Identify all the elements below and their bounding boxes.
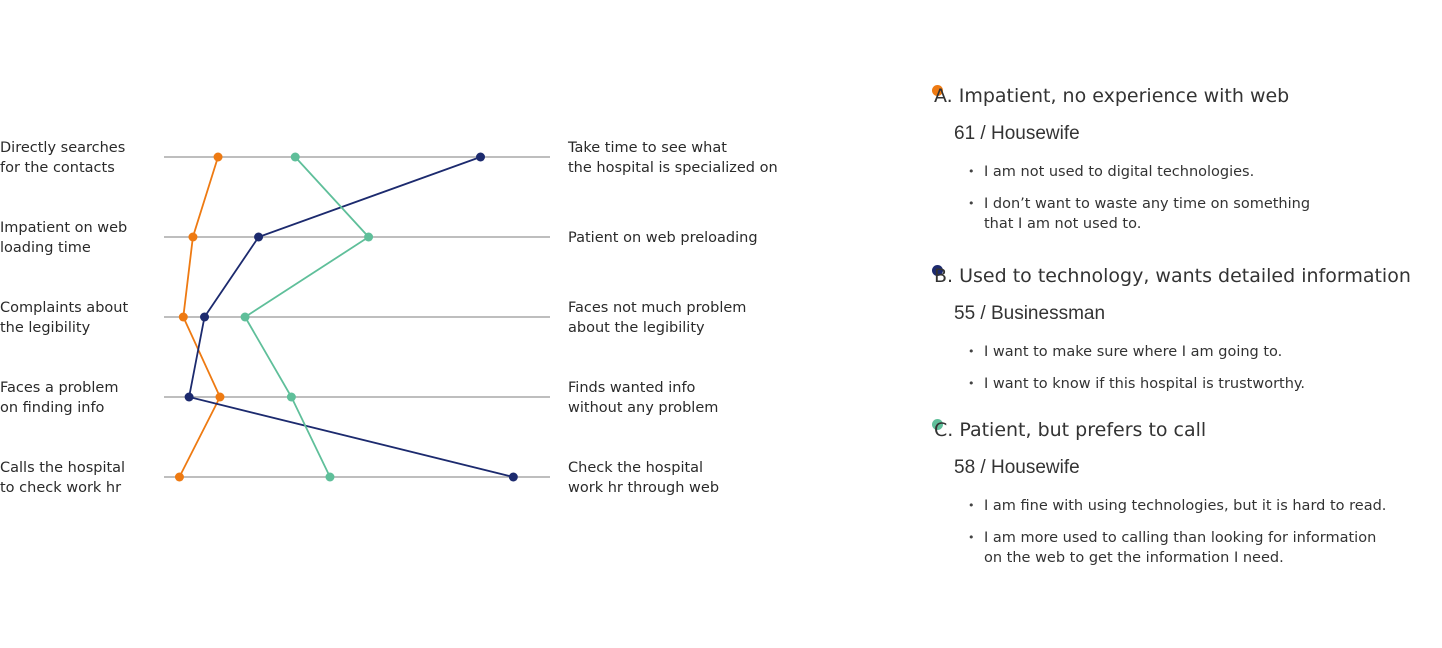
left-label-line: on finding info [0, 400, 105, 416]
right-label-line: Take time to see what [568, 140, 727, 156]
persona-quote-line: I am fine with using technologies, but i… [984, 498, 1387, 514]
persona-quotes: I am fine with using technologies, but i… [968, 496, 1442, 580]
scale-plot [164, 152, 550, 482]
persona-title-row: C. Patient, but prefers to call [932, 418, 1442, 446]
right-label-line: Faces not much problem [568, 300, 747, 316]
left-label-line: for the contacts [0, 160, 115, 176]
series-point-a-4 [215, 392, 225, 402]
left-label-5: Calls the hospital to check work hr [0, 458, 125, 498]
persona-quote-line: on the web to get the information I need… [984, 550, 1284, 566]
series-point-b-1 [476, 152, 486, 162]
persona-c: C. Patient, but prefers to call 58 / Hous… [932, 418, 1442, 566]
persona-color-dot [932, 265, 943, 276]
left-label-line: to check work hr [0, 480, 122, 496]
persona-quote-line: I don’t want to waste any time on someth… [984, 196, 1311, 212]
persona-color-dot [932, 419, 943, 430]
persona-quote-line: I want to know if this hospital is trust… [984, 376, 1306, 392]
series-point-b-2 [254, 232, 264, 242]
left-label-3: Complaints about the legibility [0, 298, 128, 338]
left-label-line: loading time [0, 240, 91, 256]
left-label-1: Directly searches for the contacts [0, 138, 125, 178]
persona-quote: I want to know if this hospital is trust… [968, 374, 1442, 394]
right-label-3: Faces not much problem about the legibili… [568, 298, 746, 338]
persona-a: A. Impatient, no experience with web 61 /… [932, 84, 1442, 232]
persona-title: C. Patient, but prefers to call [934, 419, 1207, 441]
persona-age-occupation: 58 / Housewife [954, 457, 1080, 478]
persona-age-occupation: 55 / Businessman [954, 303, 1106, 324]
right-label-5: Check the hospital work hr through web [568, 458, 719, 498]
persona-title-row: A. Impatient, no experience with web [932, 84, 1442, 112]
persona-b: B. Used to technology, wants detailed in… [932, 264, 1442, 394]
semantic-scale-chart: Directly searches for the contacts Take ti… [0, 138, 778, 498]
left-label-2: Impatient on web loading time [0, 218, 127, 258]
right-label-line: without any problem [568, 400, 719, 416]
left-label-line: Calls the hospital [0, 460, 126, 476]
right-label-2: Patient on web preloading [568, 228, 758, 248]
right-label-line: Patient on web preloading [568, 230, 758, 246]
right-label-line: the hospital is specialized on [568, 160, 778, 176]
persona-quote-line: that I am not used to. [984, 216, 1142, 232]
left-label-line: Directly searches [0, 140, 126, 156]
persona-quote: I am more used to calling than looking f… [968, 528, 1442, 568]
series-point-a-3 [178, 312, 188, 322]
persona-quote: I am fine with using technologies, but i… [968, 496, 1442, 516]
right-label-1: Take time to see what the hospital is spe… [568, 138, 778, 178]
persona-quote-line: I am not used to digital technologies. [984, 164, 1255, 180]
left-label-line: the legibility [0, 320, 91, 336]
series-point-c-1 [290, 152, 300, 162]
persona-title: B. Used to technology, wants detailed in… [934, 265, 1411, 287]
persona-quote: I don’t want to waste any time on someth… [968, 194, 1442, 234]
right-label-line: Check the hospital [568, 460, 704, 476]
series-point-c-2 [364, 232, 374, 242]
series-point-b-5 [508, 472, 518, 482]
persona-quote: I am not used to digital technologies. [968, 162, 1442, 182]
left-label-line: Faces a problem [0, 380, 119, 396]
series-point-a-1 [213, 152, 223, 162]
series-point-b-3 [200, 312, 210, 322]
right-label-line: work hr through web [568, 480, 720, 496]
persona-age-occupation: 61 / Housewife [954, 123, 1080, 144]
persona-title: A. Impatient, no experience with web [934, 85, 1290, 107]
series-point-a-5 [174, 472, 184, 482]
series-point-a-2 [188, 232, 198, 242]
persona-quote-line: I am more used to calling than looking f… [984, 530, 1377, 546]
persona-quote: I want to make sure where I am going to. [968, 342, 1442, 362]
left-label-line: Impatient on web [0, 220, 128, 236]
series-point-b-4 [184, 392, 194, 402]
series-point-c-5 [325, 472, 335, 482]
right-label-4: Finds wanted info without any problem [568, 378, 718, 418]
persona-quotes: I am not used to digital technologies. I … [968, 162, 1442, 246]
persona-title-row: B. Used to technology, wants detailed in… [932, 264, 1442, 292]
right-label-line: Finds wanted info [568, 380, 696, 396]
series-point-c-3 [240, 312, 250, 322]
right-label-line: about the legibility [568, 320, 705, 336]
series-point-c-4 [286, 392, 296, 402]
persona-quotes: I want to make sure where I am going to.… [968, 342, 1442, 406]
persona-color-dot [932, 85, 943, 96]
left-label-line: Complaints about [0, 300, 129, 316]
persona-quote-line: I want to make sure where I am going to. [984, 344, 1283, 360]
left-label-4: Faces a problem on finding info [0, 378, 118, 418]
